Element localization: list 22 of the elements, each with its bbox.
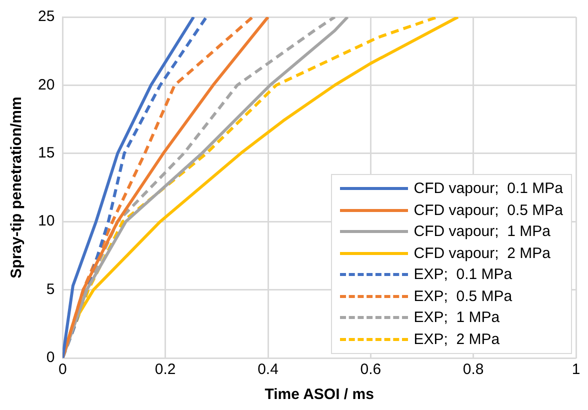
legend-label: EXP; 2 MPa	[414, 330, 500, 348]
x-tick-label: 0	[58, 361, 67, 378]
legend-label: CFD vapour; 0.1 MPa	[414, 180, 563, 198]
x-axis-title: Time ASOI / ms	[264, 386, 374, 404]
legend-label: EXP; 0.5 MPa	[414, 288, 512, 305]
y-tick-label: 25	[38, 8, 55, 26]
legend-label: CFD vapour; 0.5 MPa	[414, 202, 563, 219]
x-tick-label: 0.6	[360, 361, 382, 378]
y-tick-label: 20	[38, 76, 55, 94]
y-tick-label: 0	[46, 349, 55, 366]
x-tick-label: 0.4	[258, 361, 278, 378]
legend-label: EXP; 0.1 MPa	[414, 266, 512, 284]
legend-label: CFD vapour; 2 MPa	[414, 244, 550, 262]
legend-label: EXP; 1 MPa	[414, 309, 500, 326]
y-tick-label: 5	[46, 280, 55, 298]
x-tick-label: 0.2	[154, 361, 176, 378]
y-tick-label: 15	[38, 144, 55, 162]
y-tick-label: 10	[38, 212, 55, 230]
y-axis-title: Spray-tip penetration/mm	[8, 96, 26, 278]
legend-label: CFD vapour; 1 MPa	[414, 223, 550, 240]
x-tick-label: 1	[572, 361, 580, 378]
x-tick-label: 0.8	[462, 361, 484, 378]
